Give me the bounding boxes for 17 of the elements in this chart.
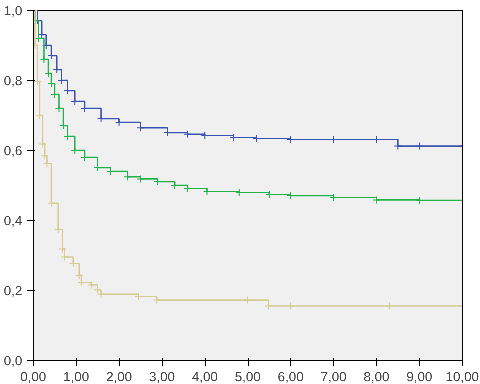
x-tick-label: 1,00 [63, 370, 90, 384]
x-tick-label: 10,00 [446, 370, 480, 384]
y-tick-label: 0,6 [4, 144, 23, 158]
y-tick-label: 0,8 [4, 74, 23, 88]
x-tick-label: 5,00 [235, 370, 261, 384]
x-tick-label: 4,00 [192, 370, 218, 384]
y-tick-label: 0,0 [4, 354, 23, 368]
x-tick-label: 6,00 [278, 370, 304, 384]
x-tick-label: 8,00 [364, 370, 390, 384]
x-tick-label: 3,00 [149, 370, 176, 384]
y-tick-label: 0,4 [4, 214, 24, 228]
x-tick-label: 9,00 [406, 370, 433, 384]
x-tick-label: 2,00 [106, 370, 132, 384]
x-tick-label: 7,00 [320, 370, 347, 384]
x-tick-label: 0,00 [20, 370, 46, 384]
y-tick-label: 1,0 [4, 4, 23, 18]
y-tick-label: 0,2 [4, 284, 23, 298]
